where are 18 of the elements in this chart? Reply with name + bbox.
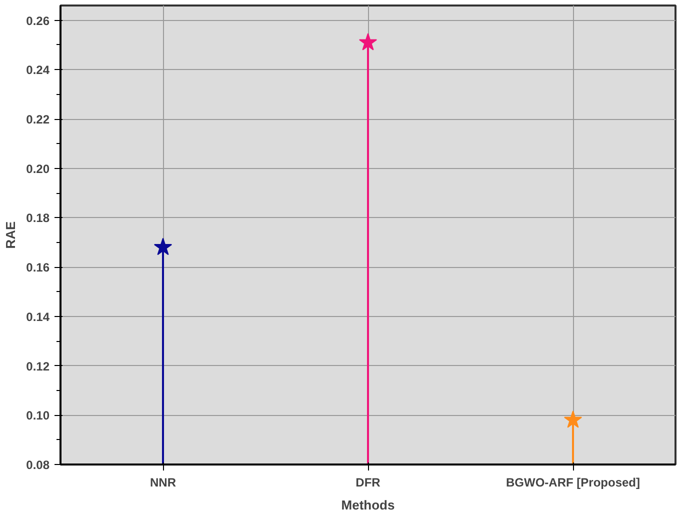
point xyxy=(564,410,582,428)
y-tick-label: 0.18 xyxy=(26,211,50,226)
point xyxy=(154,238,172,256)
y-tick-label: 0.14 xyxy=(26,310,50,324)
x-tick-label: DFR xyxy=(356,476,381,490)
x-tick-label: BGWO-ARF [Proposed] xyxy=(506,476,640,490)
y-tick-label: 0.22 xyxy=(26,112,50,127)
x-tick-label: NNR xyxy=(150,476,176,490)
y-tick-label: 0.12 xyxy=(26,359,50,374)
y-tick-label: 0.16 xyxy=(26,260,50,275)
y-tick-label: 0.26 xyxy=(26,14,50,28)
x-axis-title: Methods xyxy=(341,498,395,512)
point xyxy=(358,33,378,50)
y-tick-label: 0.24 xyxy=(26,63,50,78)
y-tick-label: 0.10 xyxy=(26,408,50,423)
y-tick-label: 0.20 xyxy=(26,162,50,176)
y-tick-label: 0.08 xyxy=(26,458,50,472)
y-axis-title: RAE xyxy=(3,220,18,249)
